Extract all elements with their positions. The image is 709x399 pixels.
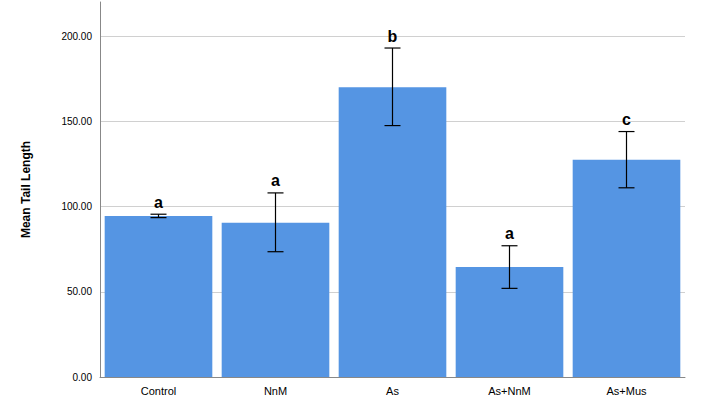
svg-text:Control: Control [141, 385, 176, 397]
svg-text:100.00: 100.00 [61, 201, 92, 212]
svg-text:200.00: 200.00 [61, 31, 92, 42]
svg-text:a: a [154, 194, 163, 211]
svg-text:a: a [271, 172, 280, 189]
svg-text:Mean Tail Length: Mean Tail Length [19, 141, 33, 238]
svg-text:b: b [388, 28, 398, 45]
svg-text:c: c [622, 111, 631, 128]
svg-text:As+Mus: As+Mus [606, 385, 647, 397]
svg-text:50.00: 50.00 [67, 286, 92, 297]
svg-text:150.00: 150.00 [61, 116, 92, 127]
svg-text:a: a [505, 225, 514, 242]
svg-text:As+NnM: As+NnM [488, 385, 531, 397]
svg-text:0.00: 0.00 [73, 372, 93, 383]
svg-text:NnM: NnM [264, 385, 287, 397]
svg-text:As: As [386, 385, 399, 397]
